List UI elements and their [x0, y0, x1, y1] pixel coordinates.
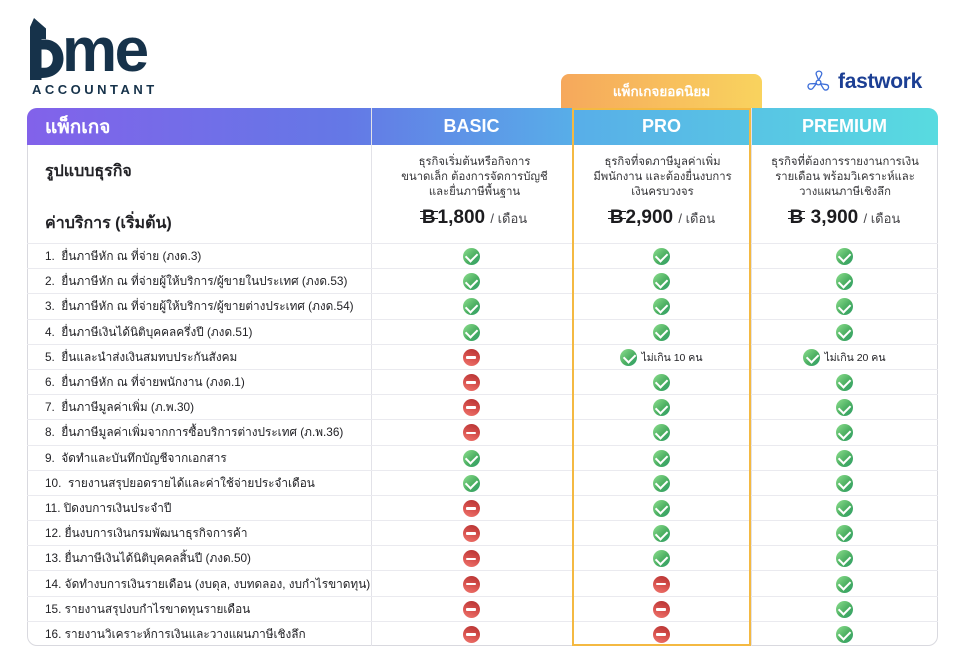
svg-text:me: me [62, 18, 148, 80]
